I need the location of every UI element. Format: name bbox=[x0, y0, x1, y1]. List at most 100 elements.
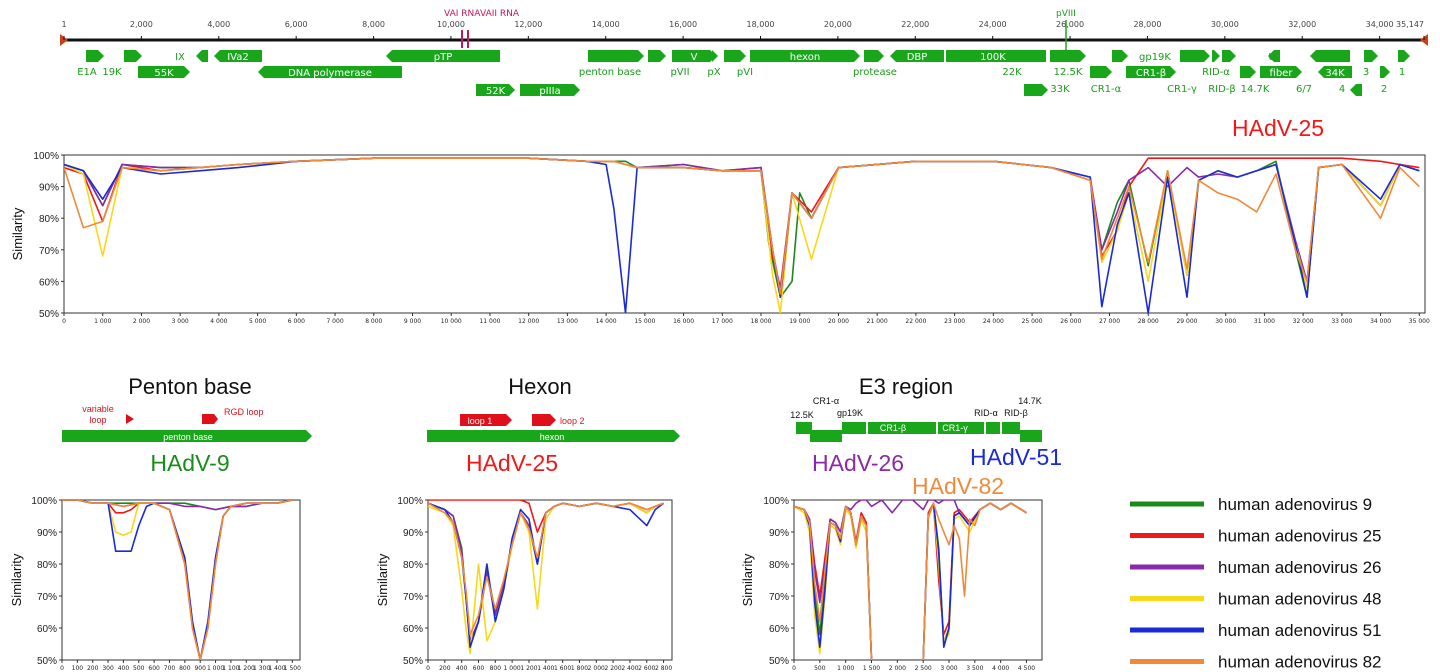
gene-arrow-55k bbox=[138, 66, 190, 78]
x-tick-label: 1 600 bbox=[554, 665, 571, 672]
gene-label: IVa2 bbox=[227, 52, 249, 63]
y-tick-label: 70% bbox=[769, 592, 789, 603]
y-tick-label: 90% bbox=[37, 528, 57, 539]
e3-gene-label: 14.7K bbox=[1018, 396, 1042, 406]
gene-label: IX bbox=[175, 52, 185, 63]
x-tick-label: 2 000 bbox=[588, 665, 605, 672]
gene-arrow-pvii bbox=[648, 50, 666, 62]
e3-gene-block bbox=[868, 422, 936, 434]
x-tick-label: 15 000 bbox=[634, 318, 655, 325]
e3-gene-block bbox=[810, 430, 842, 442]
gene-arrow-iva2 bbox=[214, 50, 262, 62]
legend-label: human adenovirus 9 bbox=[1218, 495, 1372, 514]
loop2-label: loop 2 bbox=[560, 416, 585, 426]
legend: human adenovirus 9 human adenovirus 25 hum… bbox=[1130, 495, 1382, 672]
x-tick-label: 2 000 bbox=[889, 665, 906, 672]
ruler-tick-label: 6,000 bbox=[285, 20, 308, 29]
gene-label: pVI bbox=[737, 67, 753, 78]
hexon-panel: Hexon loop 1 loop 2 hexon HAdV-25 100% 90… bbox=[375, 374, 680, 672]
gene-arrow-v bbox=[672, 50, 716, 62]
ruler-tick-label: 35,147 bbox=[1396, 20, 1424, 29]
series-line-human-adenovirus-82 bbox=[62, 500, 293, 660]
y-tick-label: 80% bbox=[403, 560, 423, 571]
e3-gene-label: gp19K bbox=[837, 408, 863, 418]
gene-arrow-3 bbox=[1364, 50, 1378, 62]
main-annotation-hadv25: HAdV-25 bbox=[1232, 115, 1324, 141]
y-tick-label: 90% bbox=[769, 528, 789, 539]
e3-annotation-hadv82: HAdV-82 bbox=[912, 473, 1004, 499]
penton-gene-label: penton base bbox=[163, 432, 213, 442]
y-tick-label: 80% bbox=[769, 560, 789, 571]
gene-arrow-6-7 bbox=[1310, 50, 1350, 62]
gene-label: 22K bbox=[1002, 67, 1022, 78]
gene-label: fiber bbox=[1270, 68, 1294, 79]
x-tick-label: 30 000 bbox=[1215, 318, 1236, 325]
x-tick-label: 400 bbox=[456, 665, 468, 672]
e3-region-panel: E3 region 12.5K CR1-α gp19K CR1-β CR1-γ RID-α… bbox=[740, 374, 1062, 672]
x-tick-label: 20 000 bbox=[828, 318, 849, 325]
legend-label: human adenovirus 25 bbox=[1218, 527, 1382, 546]
x-tick-label: 1 200 bbox=[520, 665, 537, 672]
x-tick-label: 7 000 bbox=[326, 318, 343, 325]
main-x-axis: 0 1 000 2 000 3 000 4 000 5 000 6 000 7 000 8 00… bbox=[62, 313, 1430, 325]
x-tick-label: 26 000 bbox=[1060, 318, 1081, 325]
main-series bbox=[64, 157, 1420, 313]
e3-y-label: Similarity bbox=[740, 553, 755, 606]
x-tick-label: 16 000 bbox=[673, 318, 694, 325]
x-tick-label: 3 500 bbox=[966, 665, 983, 672]
x-tick-label: 1 500 bbox=[284, 665, 301, 672]
gene-arrow-u bbox=[1268, 50, 1280, 62]
x-tick-label: 1 000 bbox=[837, 665, 854, 672]
gene-arrow-22k bbox=[1028, 50, 1046, 62]
x-tick-label: 1 200 bbox=[238, 665, 255, 672]
y-tick-label: 100% bbox=[33, 151, 59, 162]
gene-arrow-1 bbox=[1398, 50, 1410, 62]
x-tick-label: 4 000 bbox=[210, 318, 227, 325]
series-line-human-adenovirus-82 bbox=[794, 502, 1027, 660]
gene-label: 52K bbox=[486, 86, 506, 97]
x-tick-label: 800 bbox=[490, 665, 502, 672]
hexon-gene-arrow bbox=[427, 430, 680, 442]
x-tick-label: 2 200 bbox=[605, 665, 622, 672]
vaii-rna-label: VAII RNA bbox=[480, 9, 520, 19]
x-tick-label: 23 000 bbox=[944, 318, 965, 325]
x-tick-label: 27 000 bbox=[1099, 318, 1120, 325]
gene-label: pTP bbox=[434, 52, 453, 63]
hexon-x-axis: 0 200 400 600 800 1 000 1 200 1 400 1 600 1 800 2 … bbox=[426, 660, 672, 672]
y-tick-label: 70% bbox=[403, 592, 423, 603]
rgd-loop-marker bbox=[202, 414, 218, 424]
y-tick-label: 100% bbox=[31, 496, 57, 507]
gene-arrow-gp19k bbox=[1112, 50, 1128, 62]
x-tick-label: 1 400 bbox=[268, 665, 285, 672]
x-tick-label: 24 000 bbox=[983, 318, 1004, 325]
ruler-tick-label: 1 bbox=[61, 20, 66, 29]
gene-arrow-2 bbox=[1380, 66, 1390, 78]
x-tick-label: 1 500 bbox=[863, 665, 880, 672]
x-tick-label: 300 bbox=[102, 665, 114, 672]
y-tick-label: 90% bbox=[403, 528, 423, 539]
gene-label: E1A bbox=[77, 67, 97, 78]
e3-gene-block bbox=[796, 422, 812, 434]
loop1-label: loop 1 bbox=[468, 416, 493, 426]
ruler-tick-label: 28,000 bbox=[1133, 20, 1161, 29]
gene-label: gp19K bbox=[1139, 52, 1171, 63]
e3-gene-block bbox=[938, 422, 984, 434]
gene-label: U bbox=[1268, 52, 1275, 63]
x-tick-label: 10 000 bbox=[441, 318, 462, 325]
gene-label: CR1-γ bbox=[1167, 84, 1197, 95]
x-tick-label: 400 bbox=[118, 665, 130, 672]
x-tick-label: 13 000 bbox=[557, 318, 578, 325]
x-tick-label: 4 500 bbox=[1018, 665, 1035, 672]
e3-gene-label: CR1-β bbox=[880, 423, 906, 433]
y-tick-label: 80% bbox=[37, 560, 57, 571]
gene-label: CR1-β bbox=[1136, 68, 1166, 79]
ruler-tick-label: 34,000 bbox=[1366, 20, 1394, 29]
x-tick-label: 8 000 bbox=[365, 318, 382, 325]
gene-label: 12.5K bbox=[1054, 67, 1083, 78]
ruler-tick-label: 24,000 bbox=[979, 20, 1007, 29]
x-tick-label: 29 000 bbox=[1176, 318, 1197, 325]
y-tick-label: 60% bbox=[37, 624, 57, 635]
series-line-human-adenovirus-82 bbox=[428, 502, 664, 636]
hexon-gene-label: hexon bbox=[540, 432, 565, 442]
x-tick-label: 1 100 bbox=[222, 665, 239, 672]
